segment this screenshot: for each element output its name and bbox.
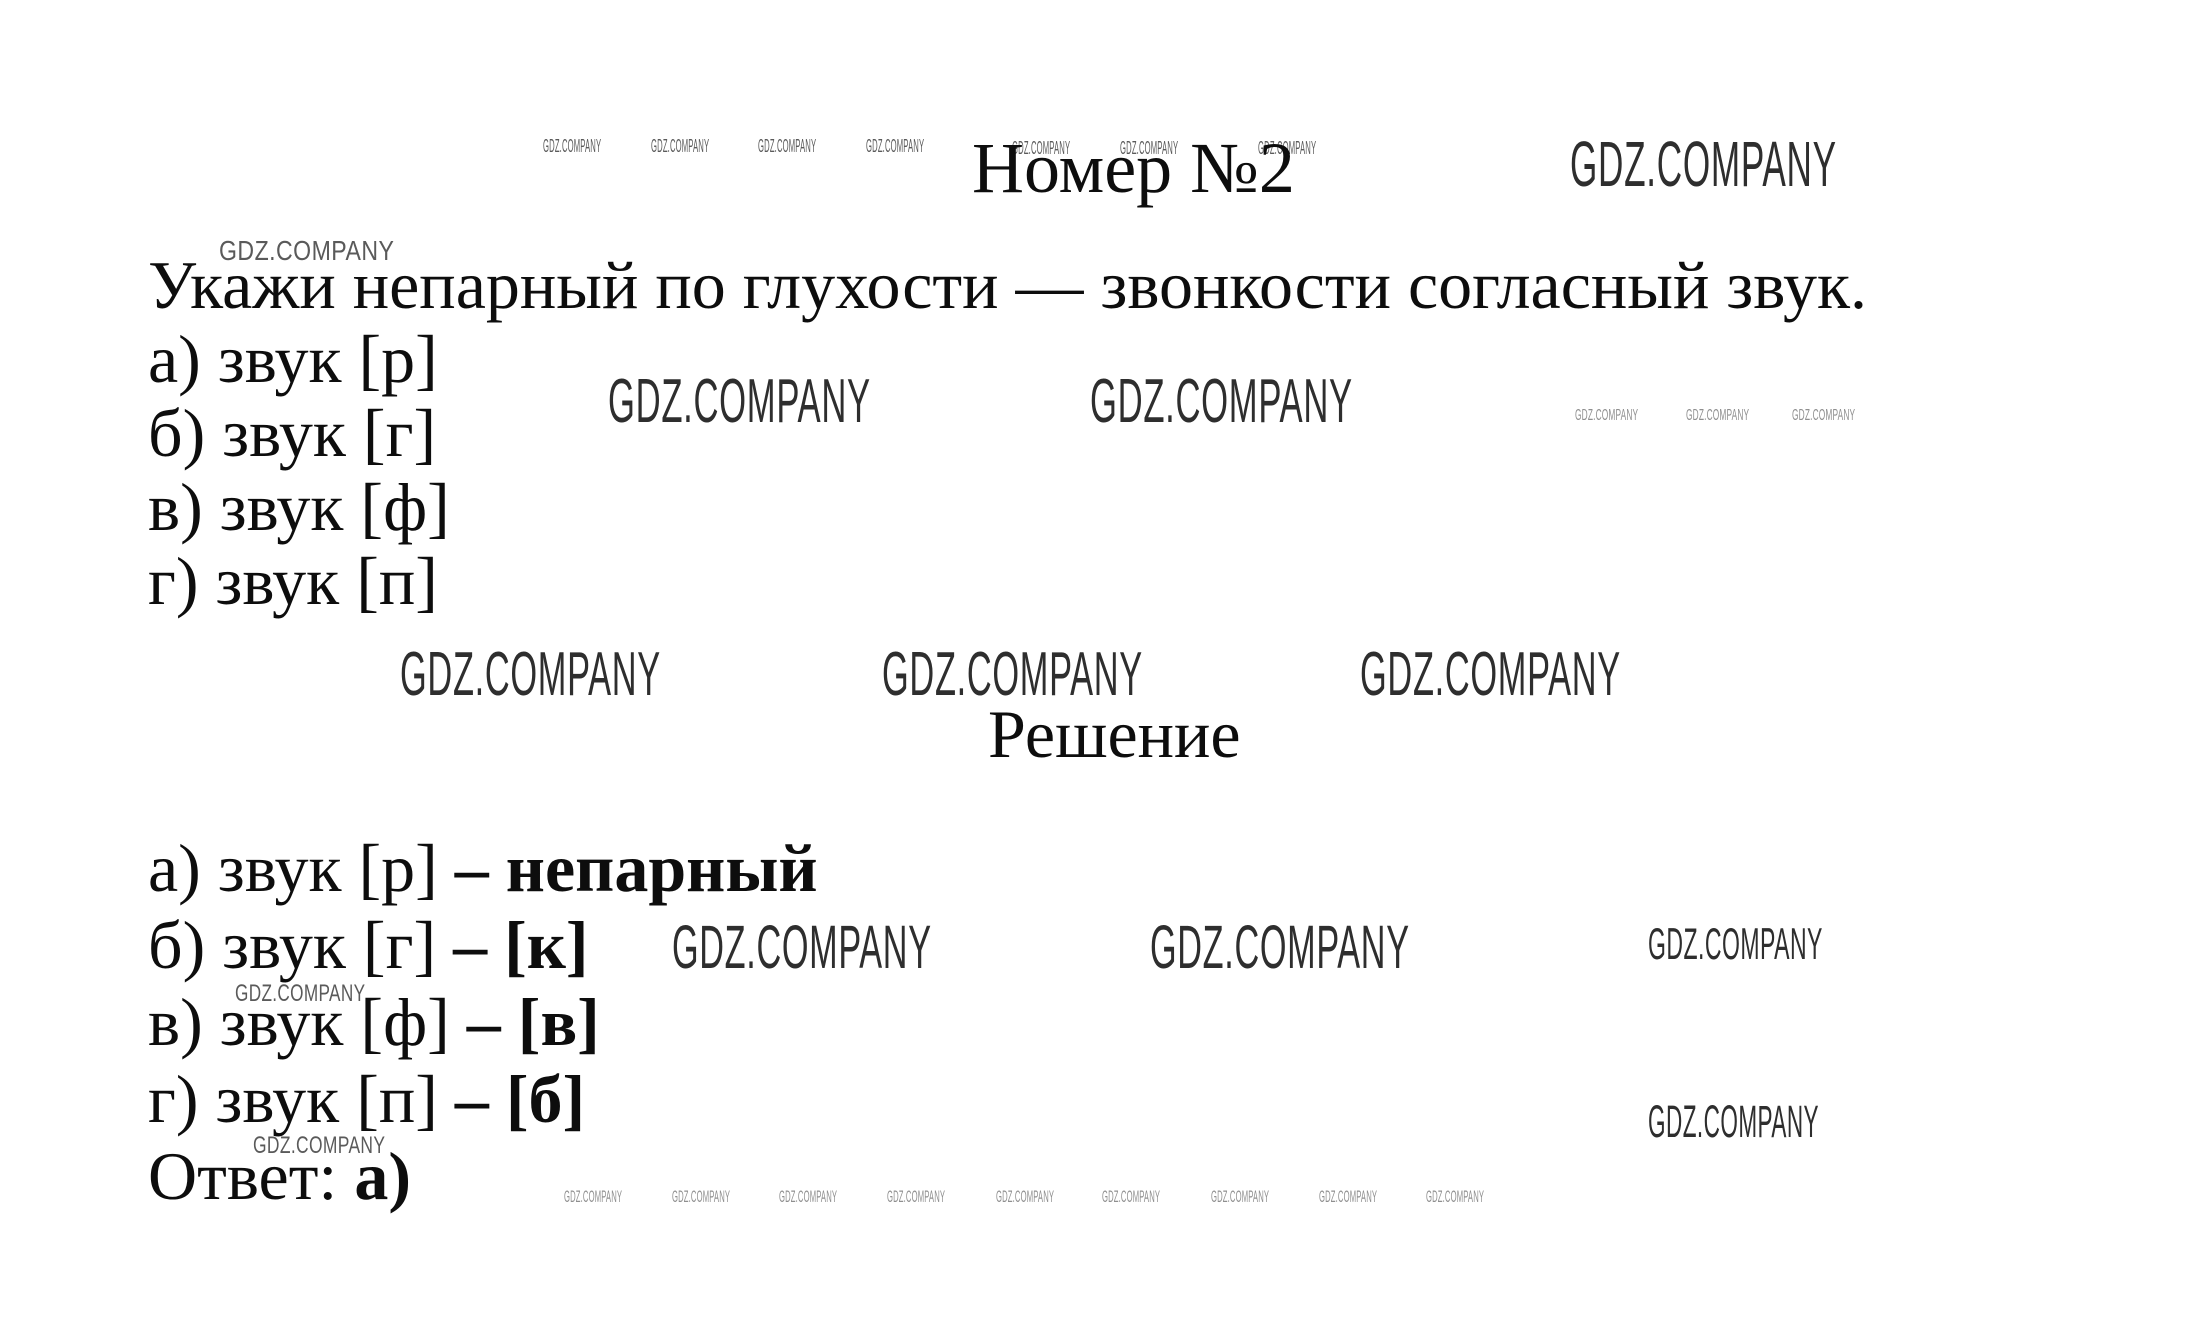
solution-line-g-normal: г) звук [п]	[148, 1061, 455, 1137]
solution-line-v-normal: в) звук [ф]	[148, 984, 467, 1060]
watermark-text: GDZ.COMPANY	[1319, 1187, 1378, 1206]
watermark-text: GDZ.COMPANY	[1426, 1187, 1485, 1206]
solution-line-a-normal: а) звук [р]	[148, 830, 455, 906]
watermark-text: GDZ.COMPANY	[1120, 137, 1179, 158]
answer-value: а)	[354, 1138, 411, 1214]
watermark-text: GDZ.COMPANY	[758, 135, 817, 156]
watermark-text: GDZ.COMPANY	[564, 1187, 623, 1206]
solution-line-g: г) звук [п] – [б]	[148, 1061, 818, 1138]
question-text: Укажи непарный по глухости — звонкости с…	[148, 247, 1868, 323]
watermark-text: GDZ.COMPANY	[1570, 127, 1837, 200]
watermark-text: GDZ.COMPANY	[779, 1187, 838, 1206]
task-option-g: г) звук [п]	[148, 543, 438, 619]
solution-line-v-bold: – [в]	[466, 984, 600, 1060]
watermark-text: GDZ.COMPANY	[1686, 407, 1750, 425]
watermark-text: GDZ.COMPANY	[1360, 638, 1621, 709]
solution-line-v: в) звук [ф] – [в]	[148, 984, 818, 1061]
page-title: Номер №2	[972, 128, 1295, 208]
watermark-text: GDZ.COMPANY	[672, 1187, 731, 1206]
watermark-text: GDZ.COMPANY	[253, 1133, 386, 1160]
watermark-text: GDZ.COMPANY	[996, 1187, 1055, 1206]
solution-line-a: а) звук [р] – непарный	[148, 830, 818, 907]
watermark-text: GDZ.COMPANY	[1792, 407, 1856, 425]
watermark-text: GDZ.COMPANY	[1648, 1095, 1820, 1147]
solution-block: а) звук [р] – непарный б) звук [г] – [к]…	[148, 830, 818, 1215]
solution-line-g-bold: – [б]	[454, 1061, 586, 1137]
task-option-b: б) звук [г]	[148, 395, 437, 471]
watermark-text: GDZ.COMPANY	[1575, 407, 1639, 425]
watermark-text: GDZ.COMPANY	[543, 135, 602, 156]
watermark-text: GDZ.COMPANY	[672, 912, 932, 981]
task-block: Укажи непарный по глухости — звонкости с…	[148, 248, 1867, 618]
watermark-text: GDZ.COMPANY	[651, 135, 710, 156]
watermark-text: GDZ.COMPANY	[219, 234, 395, 266]
watermark-text: GDZ.COMPANY	[1211, 1187, 1270, 1206]
answer-line: Ответ: а)	[148, 1138, 818, 1215]
watermark-text: GDZ.COMPANY	[400, 638, 661, 709]
solution-line-a-bold: – непарный	[454, 830, 818, 906]
solution-line-b-normal: б) звук [г]	[148, 907, 454, 983]
solution-line-b-bold: – [к]	[453, 907, 589, 983]
watermark-text: GDZ.COMPANY	[1102, 1187, 1161, 1206]
task-option-v: в) звук [ф]	[148, 469, 450, 545]
watermark-text: GDZ.COMPANY	[235, 981, 366, 1008]
watermark-text: GDZ.COMPANY	[1090, 365, 1353, 436]
watermark-text: GDZ.COMPANY	[608, 365, 871, 436]
watermark-text: GDZ.COMPANY	[1012, 137, 1071, 158]
watermark-text: GDZ.COMPANY	[1258, 137, 1317, 158]
watermark-text: GDZ.COMPANY	[882, 638, 1143, 709]
watermark-text: GDZ.COMPANY	[887, 1187, 946, 1206]
solution-line-b: б) звук [г] – [к]	[148, 907, 818, 984]
watermark-text: GDZ.COMPANY	[866, 135, 925, 156]
answer-label: Ответ:	[148, 1138, 355, 1214]
task-option-a: а) звук [р]	[148, 321, 438, 397]
solution-heading: Решение	[988, 696, 1241, 772]
watermark-text: GDZ.COMPANY	[1648, 919, 1823, 969]
watermark-text: GDZ.COMPANY	[1150, 912, 1410, 981]
